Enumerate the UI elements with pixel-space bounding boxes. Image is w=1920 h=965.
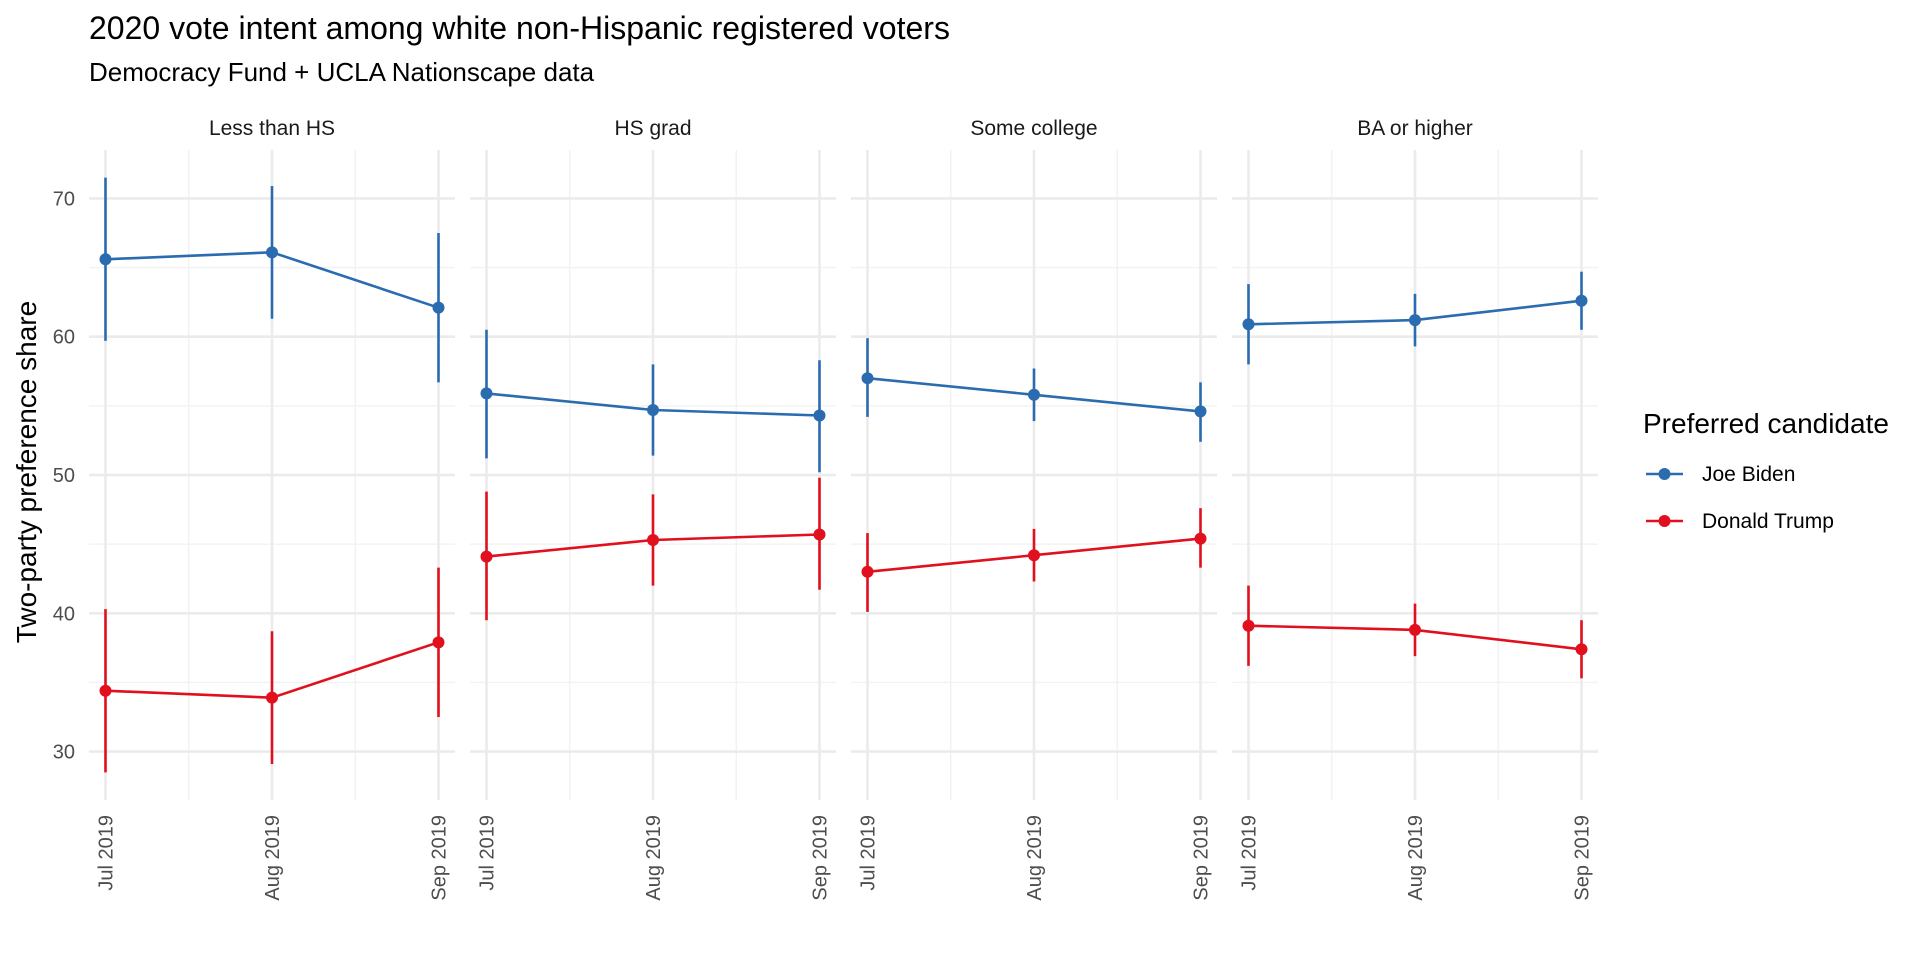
series-donald-trump — [480, 477, 826, 621]
data-point — [647, 404, 659, 416]
data-point — [99, 684, 112, 697]
data-point — [1028, 549, 1040, 562]
facet-label: Less than HS — [209, 117, 335, 140]
legend-label: Donald Trump — [1702, 510, 1834, 533]
x-tick-label: Jul 2019 — [858, 815, 880, 891]
x-tick-label: Sep 2019 — [1572, 815, 1594, 901]
chart-subtitle: Democracy Fund + UCLA Nationscape data — [89, 57, 595, 87]
x-tick-label: Sep 2019 — [429, 815, 451, 901]
x-tick-label: Aug 2019 — [1405, 815, 1427, 901]
data-point — [813, 409, 826, 422]
data-point — [266, 246, 278, 259]
series-donald-trump — [99, 567, 445, 773]
x-tick-label: Sep 2019 — [810, 815, 832, 901]
y-tick-label: 50 — [53, 465, 75, 487]
x-tick-label: Jul 2019 — [1239, 815, 1261, 891]
facet-label: Some college — [970, 117, 1097, 140]
x-tick-label: Aug 2019 — [262, 815, 284, 901]
data-point — [1409, 314, 1421, 327]
data-point — [1194, 405, 1207, 418]
x-tick-label: Aug 2019 — [643, 815, 665, 901]
facet-panel-less-than-hs: Less than HS Jul 2019 Aug 2019 Sep 2019 — [89, 117, 455, 901]
facet-panel-some-college: Some college Jul 2019 Aug 2019 Sep 2019 — [851, 117, 1217, 901]
data-point — [480, 387, 493, 400]
series-donald-trump — [1242, 585, 1588, 679]
data-point — [861, 372, 874, 385]
data-point — [1242, 318, 1255, 331]
y-tick-label: 60 — [53, 327, 75, 349]
data-point — [432, 636, 445, 649]
series-joe-biden — [861, 338, 1207, 442]
y-tick-label: 30 — [53, 742, 75, 764]
x-tick-label: Aug 2019 — [1024, 815, 1046, 901]
data-point — [266, 691, 278, 704]
series-joe-biden — [480, 329, 826, 473]
x-tick-label: Jul 2019 — [96, 815, 118, 891]
legend-key-point — [1658, 468, 1671, 480]
data-point — [813, 528, 826, 541]
legend-key-point — [1658, 515, 1671, 527]
x-tick-label: Jul 2019 — [477, 815, 499, 891]
y-tick-label: 70 — [53, 188, 75, 210]
series-donald-trump — [861, 508, 1207, 612]
data-point — [1409, 623, 1421, 636]
data-point — [99, 253, 112, 266]
legend-items: Joe Biden Donald Trump — [1646, 463, 1834, 533]
facet-panel-hs-grad: HS grad Jul 2019 Aug 2019 Sep 2019 — [470, 117, 836, 901]
data-point — [1194, 532, 1207, 545]
legend-item-joe-biden: Joe Biden — [1646, 463, 1795, 486]
data-point — [861, 565, 874, 578]
series-joe-biden — [1242, 271, 1588, 365]
facet-label: BA or higher — [1357, 117, 1473, 140]
data-point — [1575, 643, 1588, 656]
data-point — [1242, 619, 1255, 632]
legend-item-donald-trump: Donald Trump — [1646, 510, 1834, 533]
data-point — [647, 534, 659, 546]
series-joe-biden — [99, 177, 445, 383]
legend: Preferred candidate Joe Biden Donald Trum… — [1643, 408, 1889, 533]
data-point — [432, 301, 445, 314]
legend-label: Joe Biden — [1702, 463, 1795, 486]
facet-panel-ba-or-higher: BA or higher Jul 2019 Aug 2019 Sep 2019 — [1232, 117, 1598, 901]
legend-title: Preferred candidate — [1643, 408, 1889, 439]
y-tick-label: 40 — [53, 603, 75, 625]
data-point — [480, 550, 493, 563]
data-point — [1028, 388, 1040, 401]
facet-label: HS grad — [614, 117, 691, 140]
data-point — [1575, 294, 1588, 307]
y-axis-title: Two-party preference share — [11, 301, 42, 643]
chart-title: 2020 vote intent among white non-Hispani… — [89, 10, 950, 46]
x-tick-label: Sep 2019 — [1191, 815, 1213, 901]
facet-panels: 30 40 50 60 70 Less than HS Jul 2019 Aug 2019 Se… — [53, 117, 1598, 901]
